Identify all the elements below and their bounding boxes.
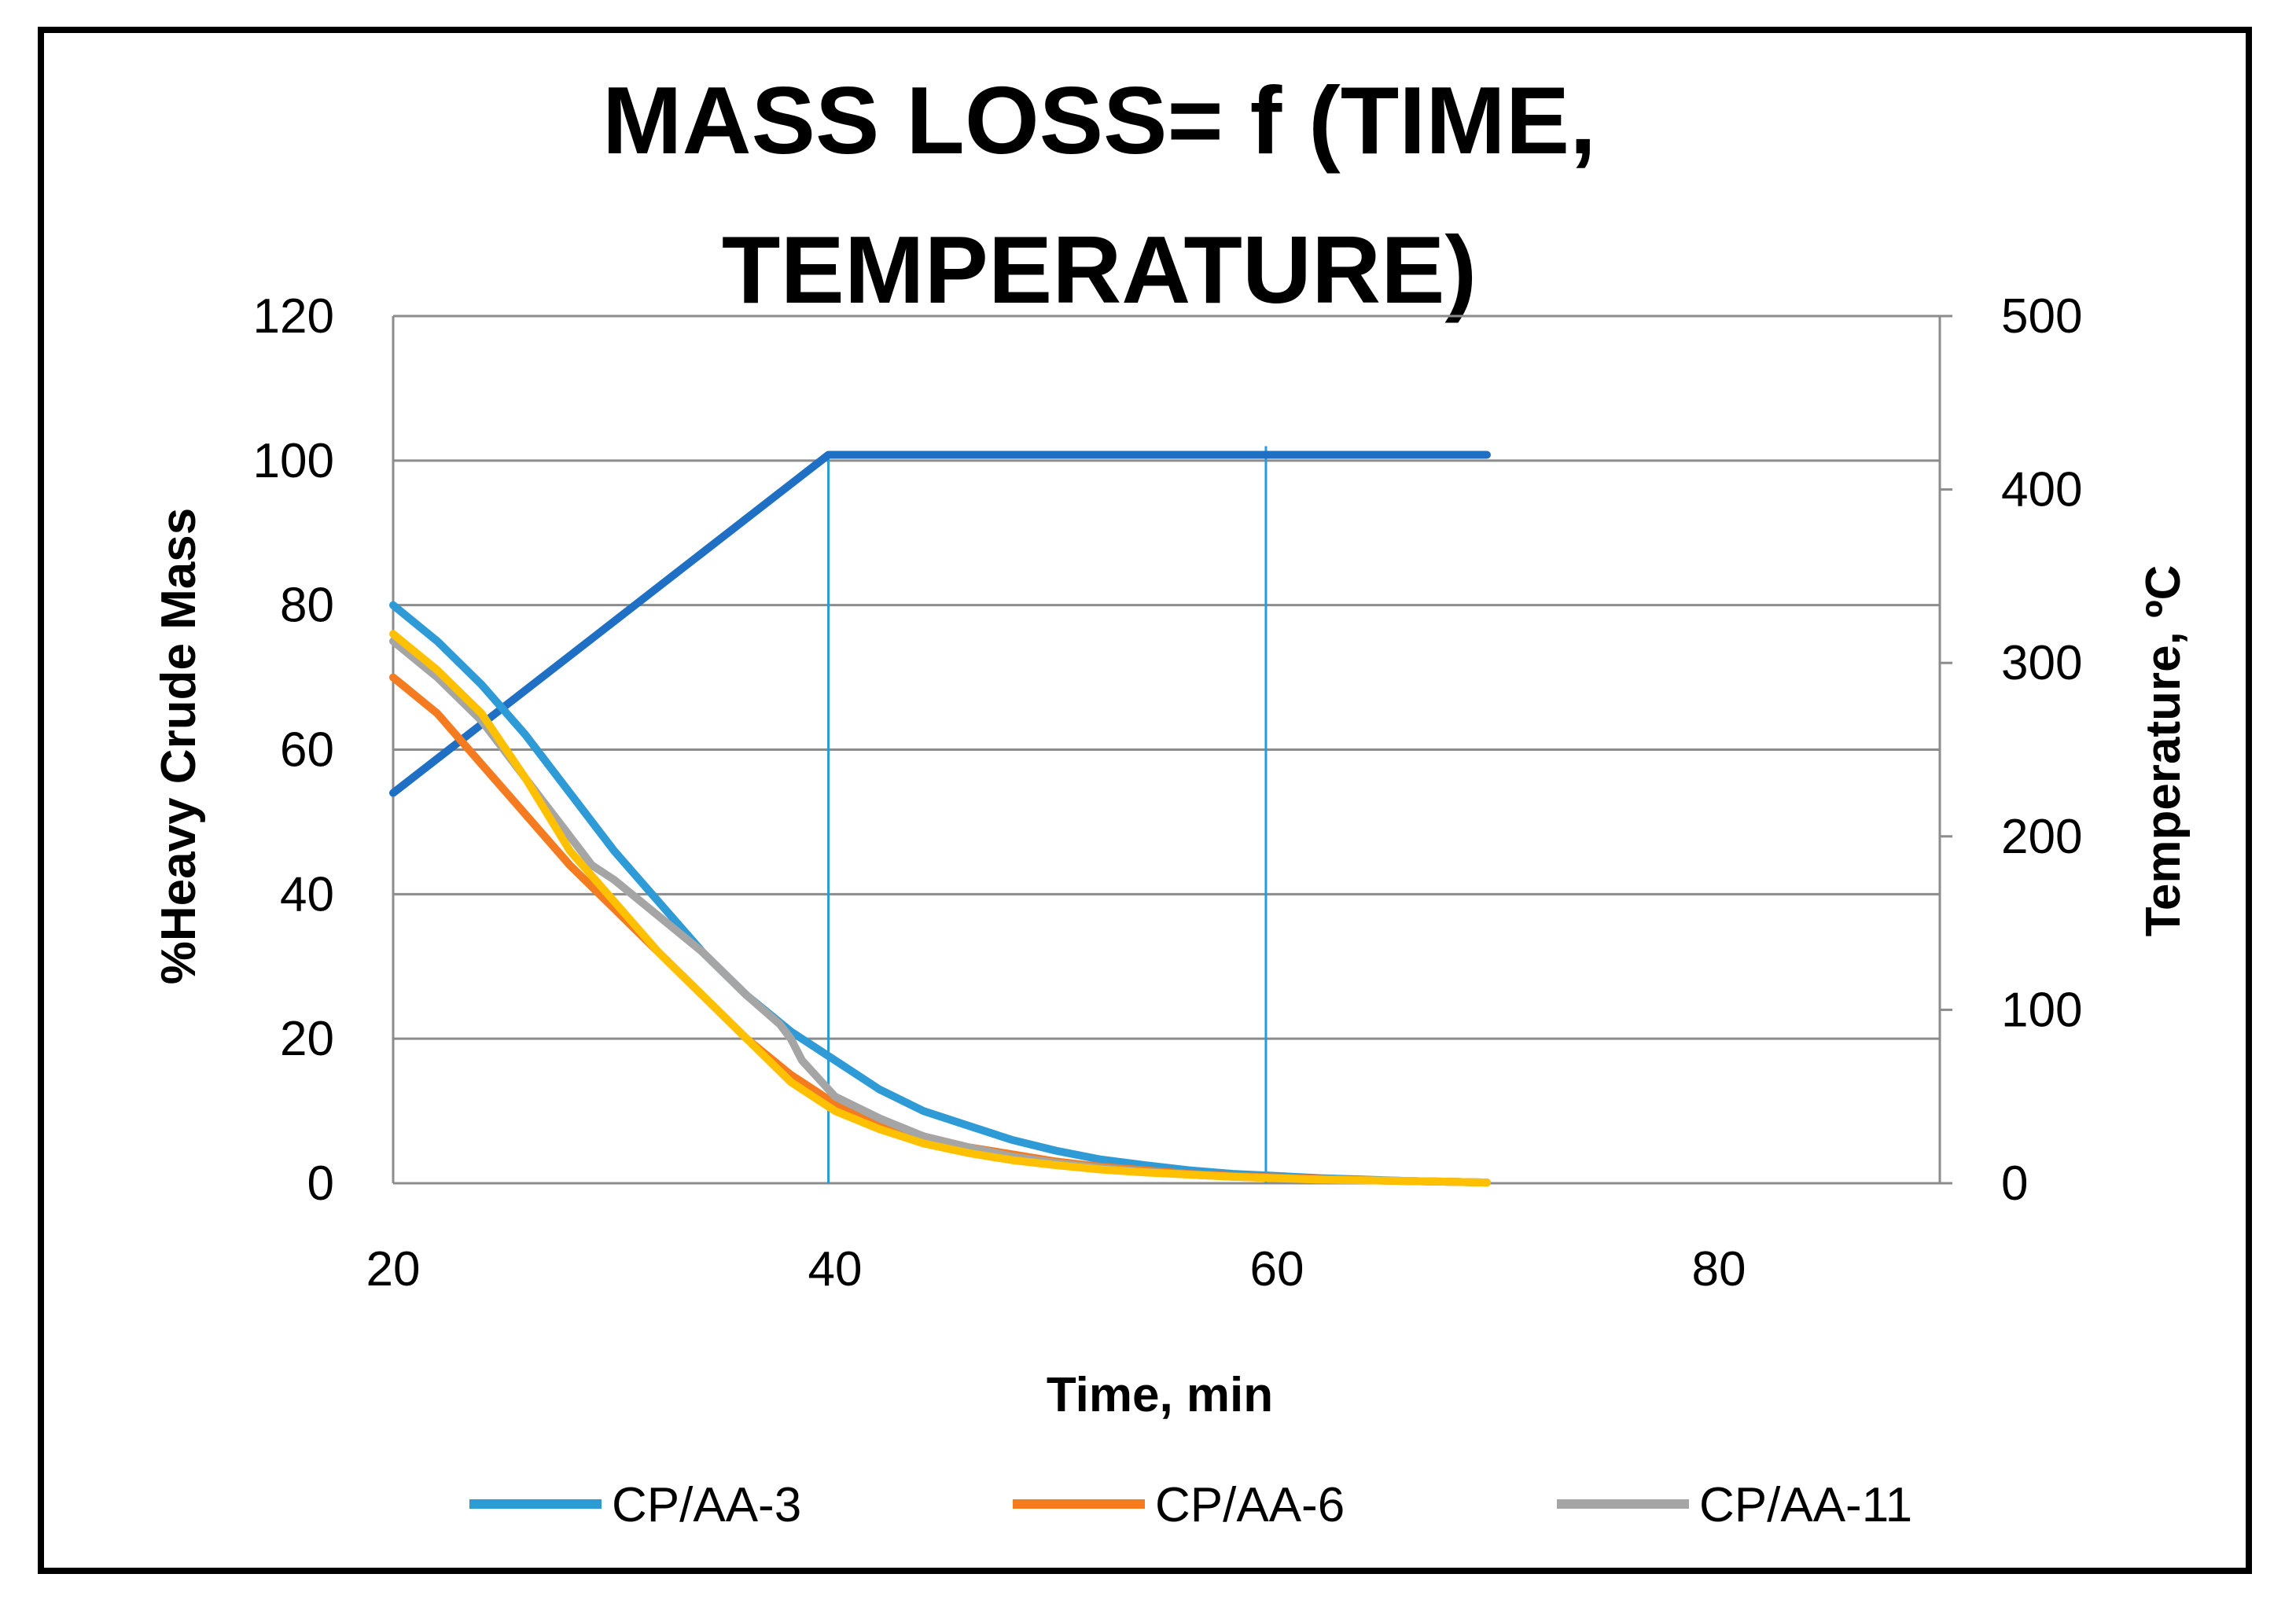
x-tick-label: 20	[366, 1242, 421, 1296]
y-tick-label: 20	[280, 1012, 334, 1066]
series-line-unlabeled-yellow	[389, 630, 1491, 1187]
series-line-temperature	[389, 450, 1491, 797]
y-tick-label: 80	[280, 579, 334, 633]
x-tick-label: 80	[1692, 1242, 1746, 1296]
y-tick-label: 120	[253, 289, 334, 344]
chart-frame	[38, 27, 2252, 1574]
x-tick-label: 60	[1250, 1242, 1304, 1296]
y2-tick-label: 300	[2001, 636, 2082, 690]
chart-title-line-2: TEMPERATURE)	[722, 216, 1477, 323]
y-tick-label: 60	[280, 723, 334, 778]
legend-label-cp-aa-3: CP/AA-3	[612, 1478, 801, 1532]
series-lines	[389, 450, 1491, 1187]
chart-title-line-1: MASS LOSS= f (TIME,	[602, 67, 1596, 174]
y-tick-label: 40	[280, 867, 334, 921]
vertical-marker-lines	[827, 446, 1268, 1183]
y-tick-label: 100	[253, 434, 334, 488]
y-axis-title: %Heavy Crude Mass	[152, 508, 206, 985]
y2-tick-label: 500	[2001, 289, 2082, 344]
legend-label-cp-aa-6: CP/AA-6	[1155, 1478, 1345, 1532]
y2-tick-label: 400	[2001, 463, 2082, 517]
axes	[392, 314, 1952, 1185]
legend: CP/AA-3 CP/AA-6 CP/AA-11	[469, 1478, 1912, 1532]
y2-tick-label: 0	[2001, 1157, 2028, 1211]
y2-tick-label: 100	[2001, 983, 2082, 1037]
y2-tick-label: 200	[2001, 810, 2082, 864]
legend-label-cp-aa-11: CP/AA-11	[1699, 1478, 1912, 1532]
tick-labels: 0 20 40 60 80 100 120 0 100 200 300 400 500 20 40 60 80	[253, 289, 2083, 1296]
x-tick-label: 40	[808, 1242, 863, 1296]
y-tick-label: 0	[307, 1157, 334, 1211]
x-axis-title: Time, min	[1047, 1368, 1273, 1422]
y2-axis-title: Temperature, ºC	[2136, 565, 2191, 937]
